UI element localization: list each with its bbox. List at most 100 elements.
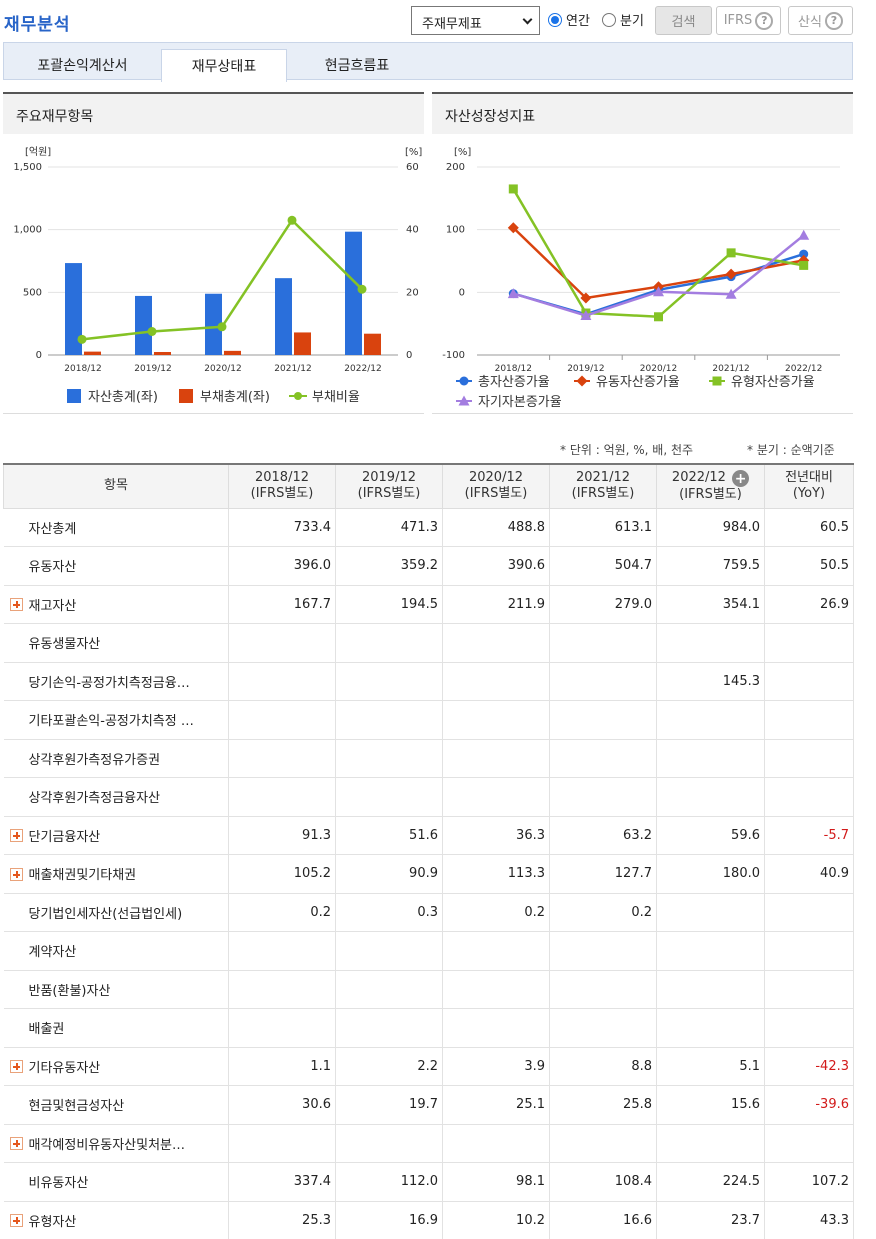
cell-value: 337.4 <box>228 1162 336 1202</box>
cell-value: 36.3 <box>442 815 550 855</box>
cell-value: 145.3 <box>656 661 765 701</box>
legend-label[interactable]: 유동자산증가율 <box>596 375 680 390</box>
table-row: 단기금융자산 91.3 51.6 36.3 63.2 59.6 -5.7 <box>3 815 854 855</box>
report-type-value: 주재무제표 <box>422 17 482 32</box>
cell-value <box>549 661 657 701</box>
tab-cash-flow[interactable]: 현금흐름표 <box>287 49 427 81</box>
legend-label[interactable]: 총자산증가율 <box>478 375 550 390</box>
chevron-down-icon <box>522 14 533 25</box>
period-header: 2019/12 (IFRS별도) <box>335 463 443 509</box>
expand-plus-icon[interactable] <box>9 598 23 612</box>
legend-label[interactable]: 유형자산증가율 <box>731 375 815 390</box>
data-point <box>799 249 809 259</box>
formula-help-button[interactable]: 산식 ? <box>788 6 853 35</box>
row-label[interactable]: 기타유동자산 <box>3 1046 229 1086</box>
row-label[interactable]: 재고자산 <box>3 584 229 624</box>
bar <box>224 350 241 355</box>
bar <box>294 332 311 355</box>
cell-value <box>656 931 765 971</box>
data-point <box>507 222 519 234</box>
bar <box>205 293 222 355</box>
cell-value <box>549 969 657 1009</box>
table-row: 당기법인세자산(선급법인세) 0.2 0.3 0.2 0.2 <box>3 892 854 932</box>
row-label-text: 비유동자산 <box>28 1176 89 1192</box>
y2-tick-label: 0 <box>406 350 412 361</box>
units-note: * 단위 : 억원, %, 배, 천주 <box>560 443 694 457</box>
tab-balance-sheet[interactable]: 재무상태표 <box>161 49 287 82</box>
row-label-text: 유동자산 <box>28 560 77 576</box>
expand-plus-icon[interactable] <box>9 1214 23 1228</box>
period-header: 2020/12 (IFRS별도) <box>442 463 550 509</box>
series-line <box>512 188 804 319</box>
cell-value: 279.0 <box>549 584 657 624</box>
report-type-select[interactable]: 주재무제표 <box>411 6 540 35</box>
cell-yoy <box>764 892 854 932</box>
y-tick-label: 0 <box>459 287 465 298</box>
x-tick-label: 2020/12 <box>204 364 241 374</box>
cell-value <box>656 969 765 1009</box>
cell-value <box>335 931 443 971</box>
ifrs-help-button[interactable]: IFRS ? <box>716 6 781 35</box>
legend-label[interactable]: 자기자본증가율 <box>478 395 562 410</box>
expand-plus-icon[interactable] <box>9 867 23 881</box>
cell-value <box>335 623 443 663</box>
row-label: 유동생물자산 <box>3 623 229 663</box>
row-label-text: 당기손익-공정가치측정금융… <box>28 675 190 691</box>
row-label: 당기법인세자산(선급법인세) <box>3 892 229 932</box>
row-label-text: 자산총계 <box>28 521 77 537</box>
legend-label[interactable]: 부채총계(좌) <box>200 390 270 405</box>
row-label: 유동자산 <box>3 546 229 586</box>
cell-value: 15.6 <box>656 1085 765 1125</box>
row-label[interactable]: 매각예정비유동자산및처분… <box>3 1123 229 1163</box>
x-tick-label: 2021/12 <box>712 364 749 374</box>
data-point <box>725 268 737 280</box>
legend-label[interactable]: 자산총계(좌) <box>88 390 158 405</box>
cell-value: 0.2 <box>442 892 550 932</box>
y-tick-label: -100 <box>442 350 465 361</box>
page-header: 재무분석 주재무제표 연간 분기 검색 IFRS ? 산식 ? <box>0 0 876 42</box>
panel-title: 자산성장성지표 <box>432 94 853 134</box>
legend-label[interactable]: 부채비율 <box>312 390 360 405</box>
cell-yoy: 107.2 <box>764 1162 854 1202</box>
cell-value <box>228 738 336 778</box>
data-point <box>725 288 737 299</box>
data-point <box>798 229 810 240</box>
add-column-icon[interactable]: + <box>732 470 750 487</box>
cell-value <box>228 777 336 817</box>
panel-title: 주요재무항목 <box>3 94 424 134</box>
cell-value <box>228 931 336 971</box>
row-label-text: 매출채권및기타채권 <box>28 868 137 884</box>
cell-value <box>228 623 336 663</box>
cell-value: 167.7 <box>228 584 336 624</box>
row-label-text: 기타유동자산 <box>28 1060 101 1076</box>
cell-value <box>656 1008 765 1048</box>
row-label[interactable]: 유형자산 <box>3 1200 229 1239</box>
cell-value: 30.6 <box>228 1085 336 1125</box>
tab-income-statement[interactable]: 포괄손익계산서 <box>4 49 161 81</box>
row-label[interactable]: 단기금융자산 <box>3 815 229 855</box>
cell-value: 25.1 <box>442 1085 550 1125</box>
cell-value <box>549 1008 657 1048</box>
y-tick-label: 500 <box>23 287 42 298</box>
expand-plus-icon[interactable] <box>9 829 23 843</box>
cell-value <box>549 931 657 971</box>
row-label[interactable]: 매출채권및기타채권 <box>3 854 229 894</box>
cell-value: 19.7 <box>335 1085 443 1125</box>
row-label-text: 기타포괄손익-공정가치측정 … <box>28 714 194 730</box>
table-row: 반품(환불)자산 <box>3 969 854 1009</box>
table-row: 유동자산 396.0 359.2 390.6 504.7 759.5 50.5 <box>3 546 854 586</box>
cell-value <box>335 1008 443 1048</box>
data-point <box>576 375 588 387</box>
cell-value: 10.2 <box>442 1200 550 1239</box>
help-icon: ? <box>824 11 843 30</box>
radio-quarter[interactable]: 분기 <box>602 10 644 29</box>
cell-value <box>335 700 443 740</box>
expand-plus-icon[interactable] <box>9 1060 23 1074</box>
cell-yoy <box>764 700 854 740</box>
radio-annual[interactable]: 연간 <box>548 10 590 29</box>
expand-plus-icon[interactable] <box>9 1137 23 1151</box>
cell-value: 180.0 <box>656 854 765 894</box>
search-button[interactable]: 검색 <box>655 6 712 35</box>
statement-tabs: 포괄손익계산서 재무상태표 현금흐름표 <box>3 42 853 82</box>
y-tick-label: 0 <box>36 350 42 361</box>
